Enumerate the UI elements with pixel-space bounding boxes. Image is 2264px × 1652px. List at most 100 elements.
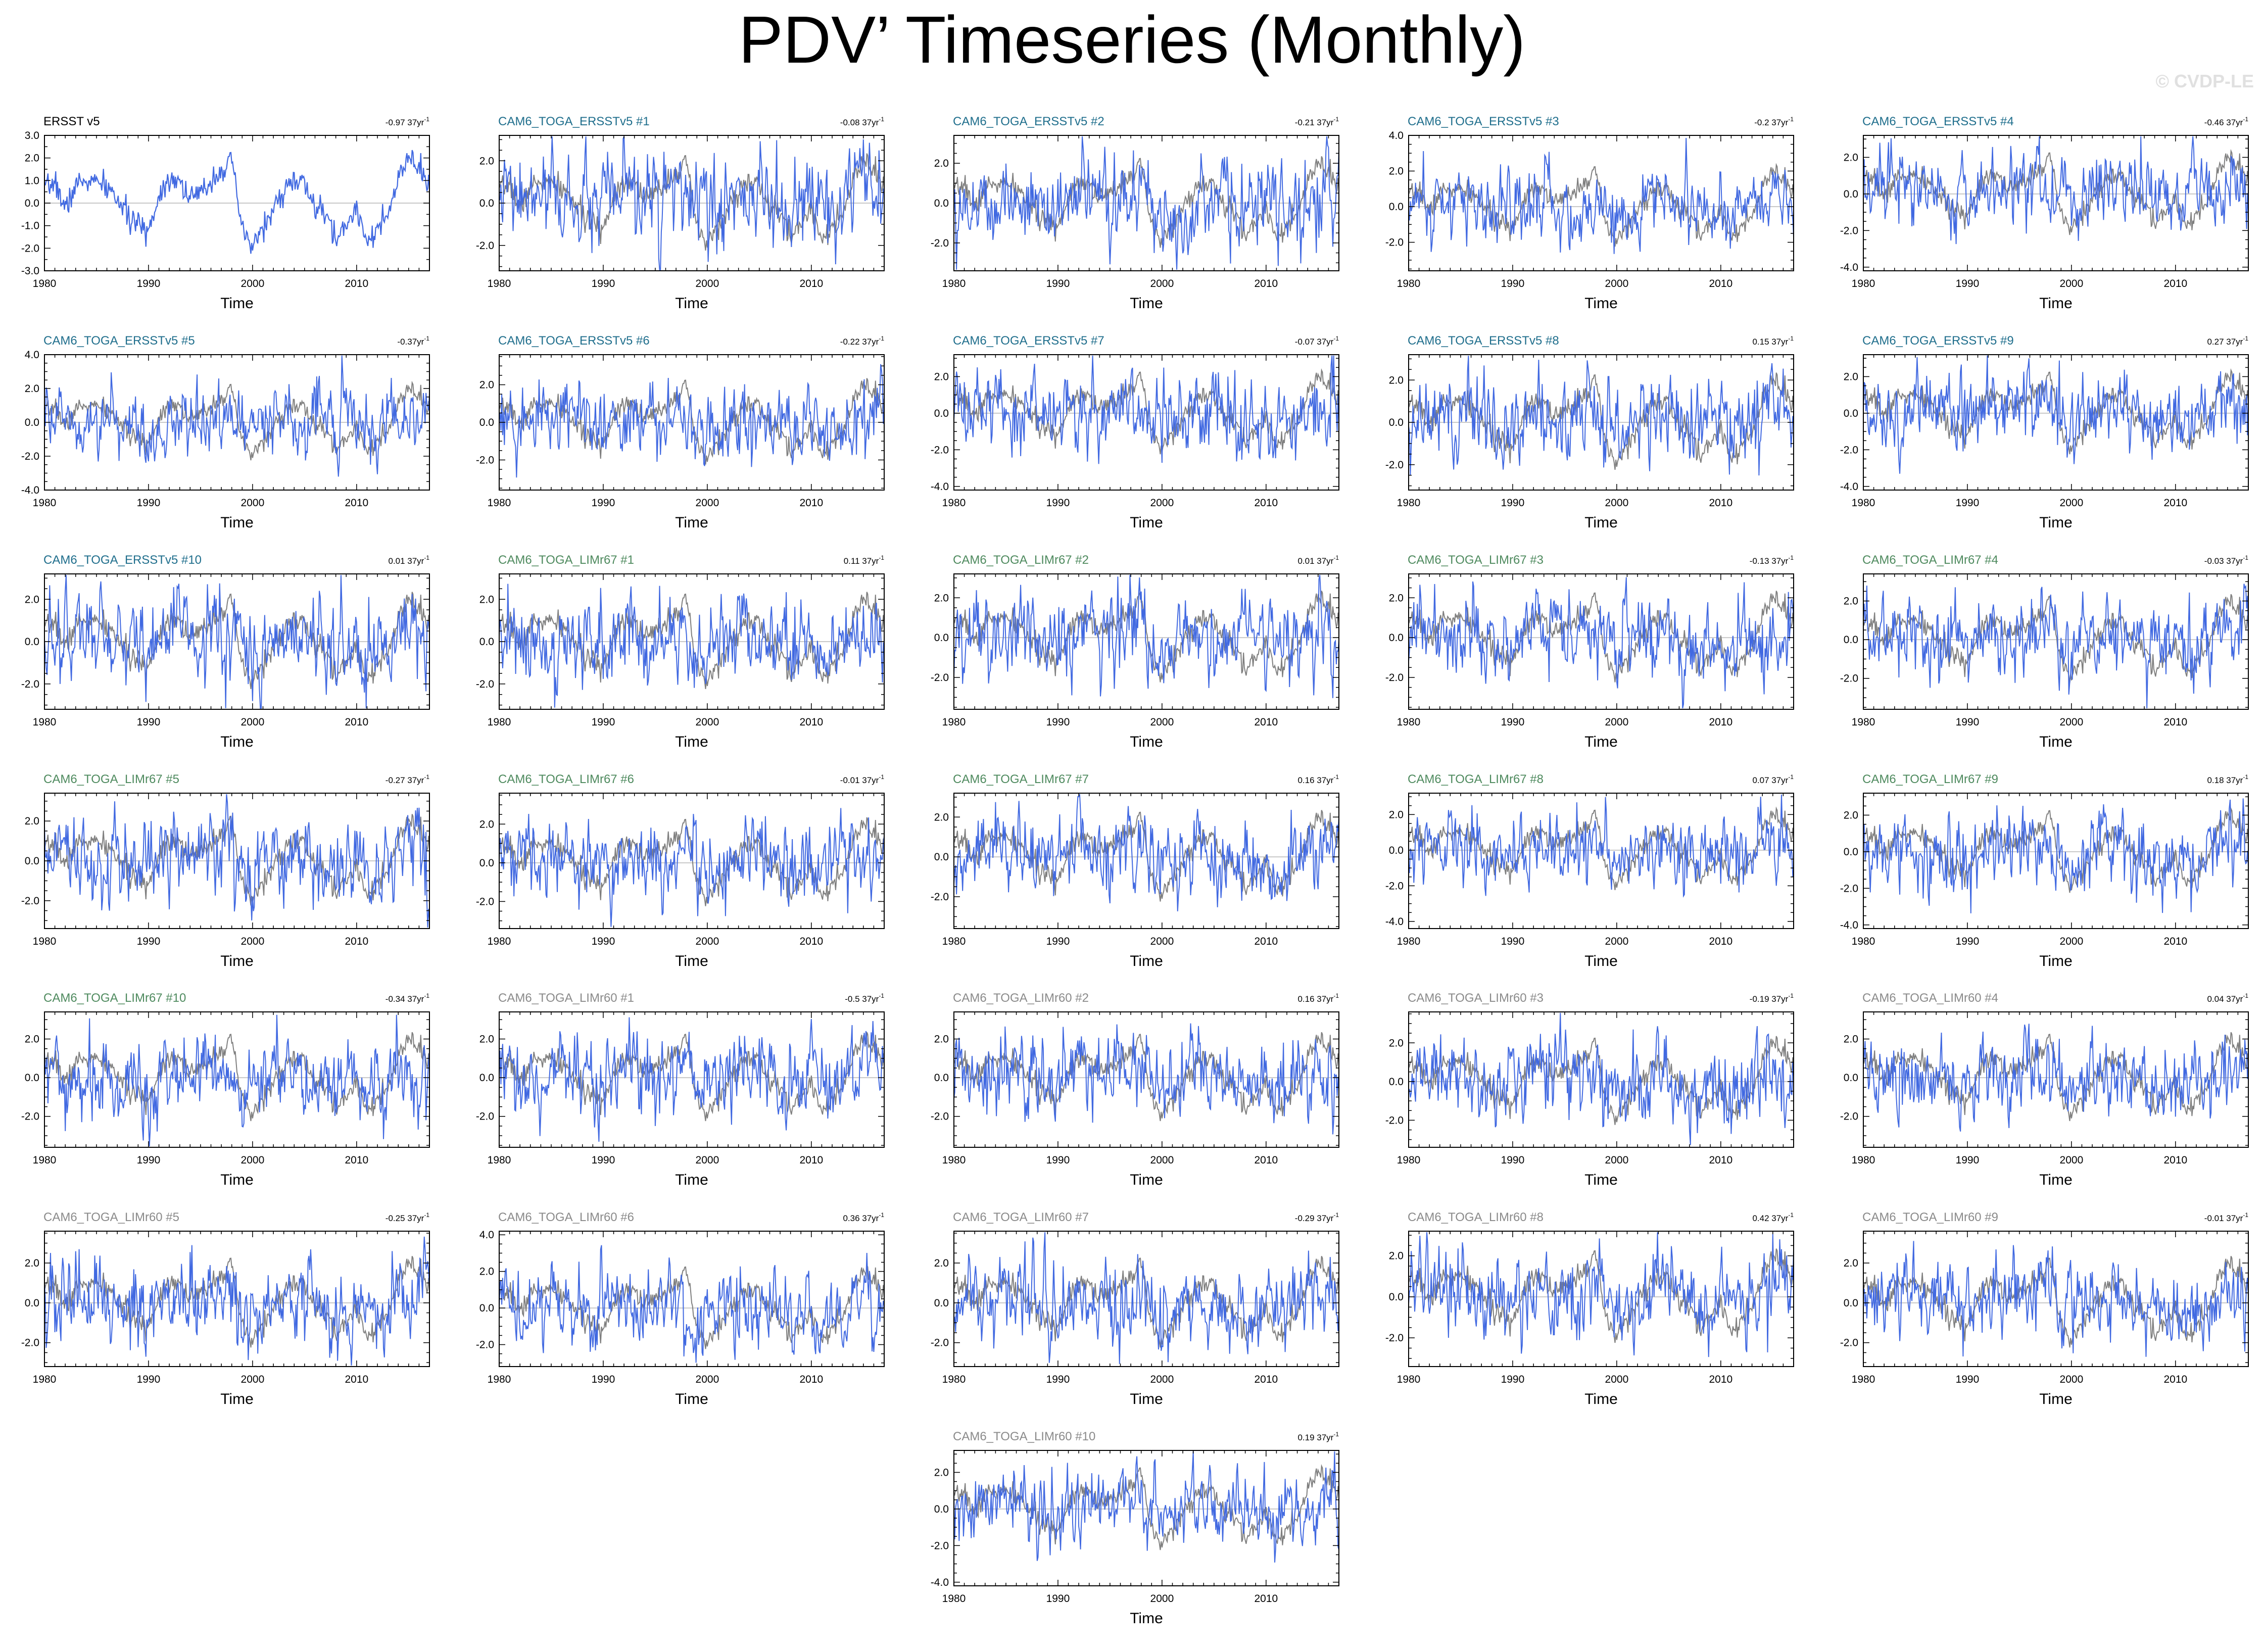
plot-frame: [1863, 354, 2249, 491]
x-tick-label: 2010: [2163, 497, 2187, 509]
x-tick-label: 2000: [696, 716, 719, 728]
x-tick-label: 1990: [592, 1154, 615, 1166]
x-tick-label: 2000: [1150, 278, 1174, 289]
x-tick-label: 2000: [696, 1374, 719, 1385]
x-tick-label: 1980: [33, 1154, 57, 1166]
series-line-member: [499, 808, 885, 927]
y-tick-label: 0.0: [934, 408, 949, 419]
plot-frame: [1408, 1231, 1794, 1367]
y-tick-label: 2.0: [1844, 152, 1858, 163]
x-tick-label: 1990: [1956, 278, 1980, 289]
y-tick-label: 2.0: [1389, 1037, 1404, 1049]
trend-exponent: -1: [2243, 1211, 2248, 1219]
y-tick-label: -2.0: [476, 454, 494, 466]
x-tick-label: 1980: [488, 1154, 511, 1166]
x-axis-label: Time: [1584, 514, 1618, 531]
y-tick-label: 0.0: [25, 636, 39, 648]
chart-panel: CAM6_TOGA_ERSSTv5 #6 -0.22 37yr-1 1980 1990…: [476, 334, 885, 531]
chart-title: CAM6_TOGA_LIMr67 #8: [1408, 772, 1544, 786]
plot-frame: [499, 793, 885, 929]
y-tick-label: -4.0: [1840, 481, 1858, 493]
x-tick-label: 2000: [2060, 278, 2084, 289]
x-tick-label: 2000: [1150, 1593, 1174, 1605]
series-line-observation: [1863, 368, 2249, 455]
series-line-member: [1863, 798, 2249, 913]
series-line-observation: [1863, 806, 2249, 893]
x-axis-label: Time: [1584, 1391, 1618, 1407]
y-tick-label: 2.0: [1844, 1034, 1858, 1045]
page-title: PDV’ Timeseries (Monthly): [738, 3, 1526, 77]
x-axis-label: Time: [2039, 953, 2073, 969]
series-line-member: [1863, 584, 2249, 709]
plot-frame: [1408, 1011, 1794, 1148]
x-tick-label: 2010: [1709, 1374, 1732, 1385]
x-tick-label: 2010: [2163, 936, 2187, 947]
x-tick-label: 2010: [1254, 1593, 1278, 1605]
trend-exponent: -1: [1333, 1431, 1339, 1438]
trend-label: -0.19 37yr-1: [1750, 992, 1794, 1004]
y-tick-label: -2.0: [1840, 673, 1858, 685]
y-tick-label: 0.0: [25, 417, 39, 428]
series-line-observation: [499, 1032, 885, 1122]
y-tick-label: 2.0: [1389, 166, 1404, 177]
y-tick-label: 0.0: [934, 1297, 949, 1309]
x-tick-label: 2010: [345, 497, 368, 509]
x-axis-label: Time: [1130, 1172, 1163, 1188]
series-line-member: [1408, 1232, 1794, 1357]
x-axis-label: Time: [1584, 953, 1618, 969]
trend-label: -0.25 37yr-1: [386, 1211, 430, 1223]
series-line-member: [1408, 1012, 1794, 1145]
y-tick-label: -4.0: [1385, 916, 1404, 928]
plot-frame: [1863, 573, 2249, 710]
series-line-member: [44, 355, 430, 477]
x-tick-label: 2010: [799, 497, 823, 509]
chart-panel: CAM6_TOGA_ERSSTv5 #10 0.01 37yr-1 1980 1990…: [21, 553, 430, 750]
series-line-member: [1863, 136, 2249, 245]
chart-title: CAM6_TOGA_LIMr67 #5: [43, 772, 179, 786]
x-tick-label: 1980: [942, 716, 966, 728]
series-line-member: [953, 1451, 1339, 1563]
chart-panel: CAM6_TOGA_ERSSTv5 #3 -0.2 37yr-1 1980 1990 2…: [1385, 115, 1794, 312]
x-tick-label: 1980: [33, 936, 57, 947]
trend-label: 0.16 37yr-1: [1297, 773, 1339, 785]
x-tick-label: 1990: [1046, 1154, 1070, 1166]
chart-panel: CAM6_TOGA_LIMr67 #3 -0.13 37yr-1 1980 1990 2…: [1385, 553, 1794, 750]
x-tick-label: 2000: [241, 497, 265, 509]
chart-panel: CAM6_TOGA_ERSSTv5 #7 -0.07 37yr-1 1980 1990…: [931, 334, 1339, 531]
y-tick-label: -3.0: [21, 265, 39, 277]
chart-title: CAM6_TOGA_LIMr67 #4: [1862, 553, 1998, 567]
chart-title: CAM6_TOGA_LIMr60 #8: [1408, 1210, 1544, 1224]
watermark: © CVDP-LE: [2155, 71, 2254, 91]
x-tick-label: 1990: [1046, 1374, 1070, 1385]
chart-title: CAM6_TOGA_ERSSTv5 #2: [953, 115, 1104, 128]
trend-label: 0.01 37yr-1: [1297, 554, 1339, 566]
y-tick-label: -2.0: [931, 444, 949, 456]
x-tick-label: 1990: [1956, 936, 1980, 947]
series-line-member: [953, 355, 1339, 464]
x-tick-label: 2000: [241, 278, 265, 289]
y-tick-label: 0.0: [934, 198, 949, 209]
series-line-member: [953, 1232, 1339, 1364]
x-tick-label: 2010: [1254, 1154, 1278, 1166]
y-tick-label: 0.0: [934, 1503, 949, 1515]
x-tick-label: 1990: [592, 1374, 615, 1385]
trend-exponent: -1: [1333, 992, 1339, 999]
x-axis-label: Time: [1130, 1391, 1163, 1407]
plot-frame: [1863, 1011, 2249, 1148]
y-tick-label: -2.0: [931, 672, 949, 684]
chart-panel: CAM6_TOGA_LIMr60 #8 0.42 37yr-1 1980 1990 20…: [1385, 1210, 1794, 1407]
y-tick-label: -2.0: [931, 1111, 949, 1123]
x-axis-label: Time: [675, 295, 708, 312]
y-tick-label: 0.0: [479, 417, 494, 428]
chart-panel: CAM6_TOGA_LIMr67 #4 -0.03 37yr-1 1980 1990 2…: [1840, 553, 2249, 750]
y-tick-label: -2.0: [21, 451, 39, 462]
chart-panel: CAM6_TOGA_ERSSTv5 #1 -0.08 37yr-1 1980 1990…: [476, 115, 885, 312]
y-tick-label: -2.0: [21, 242, 39, 254]
trend-label: -0.13 37yr-1: [1750, 554, 1794, 566]
y-tick-label: -2.0: [1840, 883, 1858, 894]
y-tick-label: 0.0: [1844, 408, 1858, 419]
x-tick-label: 1990: [592, 497, 615, 509]
x-tick-label: 2000: [1150, 497, 1174, 509]
y-tick-label: 4.0: [1389, 130, 1404, 141]
trend-exponent: -1: [879, 116, 884, 123]
